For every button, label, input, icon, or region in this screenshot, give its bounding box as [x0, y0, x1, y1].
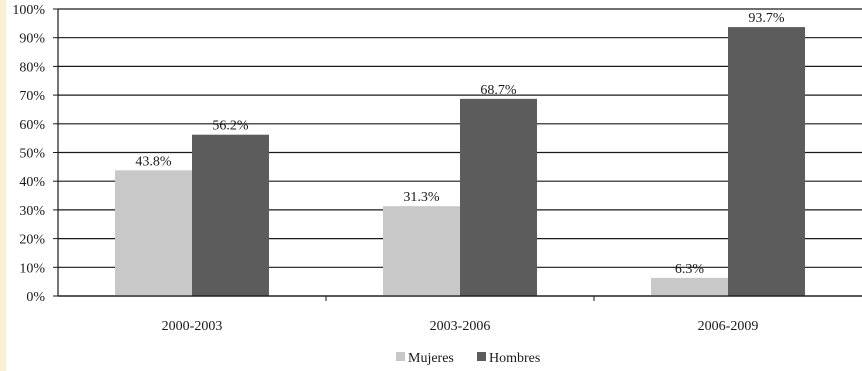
data-label-mujeres: 43.8%: [135, 154, 172, 169]
y-tick-label: 20%: [19, 233, 45, 248]
y-tick-label: 10%: [19, 261, 45, 276]
y-tick-label: 60%: [19, 118, 45, 133]
data-label-mujeres: 6.3%: [675, 262, 705, 277]
axes: [53, 8, 862, 301]
y-axis-tick-labels: 0% 10% 20% 30% 40% 50% 60% 70% 80% 90% 100%: [12, 3, 45, 305]
bar-hombres-2003-2006: [460, 98, 537, 297]
x-tick-label: 2000-2003: [162, 319, 223, 334]
y-tick-label: 90%: [19, 32, 45, 47]
bar-mujeres-2000-2003: [115, 170, 192, 296]
bar-hombres-2000-2003: [192, 134, 269, 296]
legend-label-mujeres: Mujeres: [408, 351, 454, 366]
data-labels: 43.8% 56.2% 31.3% 68.7% 6.3% 93.7%: [135, 11, 785, 277]
bar-mujeres-2003-2006: [383, 206, 460, 296]
y-tick-label: 80%: [19, 60, 45, 75]
y-tick-label: 0%: [26, 290, 45, 305]
bars: [115, 27, 805, 297]
legend-label-hombres: Hombres: [489, 351, 540, 366]
legend-swatch-hombres: [477, 352, 486, 361]
legend: Mujeres Hombres: [396, 351, 540, 366]
data-label-hombres: 56.2%: [212, 119, 249, 134]
data-label-hombres: 68.7%: [480, 83, 517, 98]
left-accent-strip: [0, 0, 6, 371]
y-tick-label: 30%: [19, 204, 45, 219]
x-tick-label: 2003-2006: [430, 319, 491, 334]
y-tick-label: 40%: [19, 175, 45, 190]
y-tick-label: 100%: [12, 3, 45, 18]
y-tick-label: 50%: [19, 147, 45, 162]
x-tick-label: 2006-2009: [698, 319, 759, 334]
bar-hombres-2006-2009: [728, 27, 805, 297]
data-label-hombres: 93.7%: [748, 11, 785, 26]
legend-swatch-mujeres: [396, 352, 405, 361]
x-axis-tick-labels: 2000-2003 2003-2006 2006-2009: [162, 319, 759, 334]
y-tick-label: 70%: [19, 89, 45, 104]
data-label-mujeres: 31.3%: [403, 190, 440, 205]
bar-mujeres-2006-2009: [651, 277, 728, 296]
